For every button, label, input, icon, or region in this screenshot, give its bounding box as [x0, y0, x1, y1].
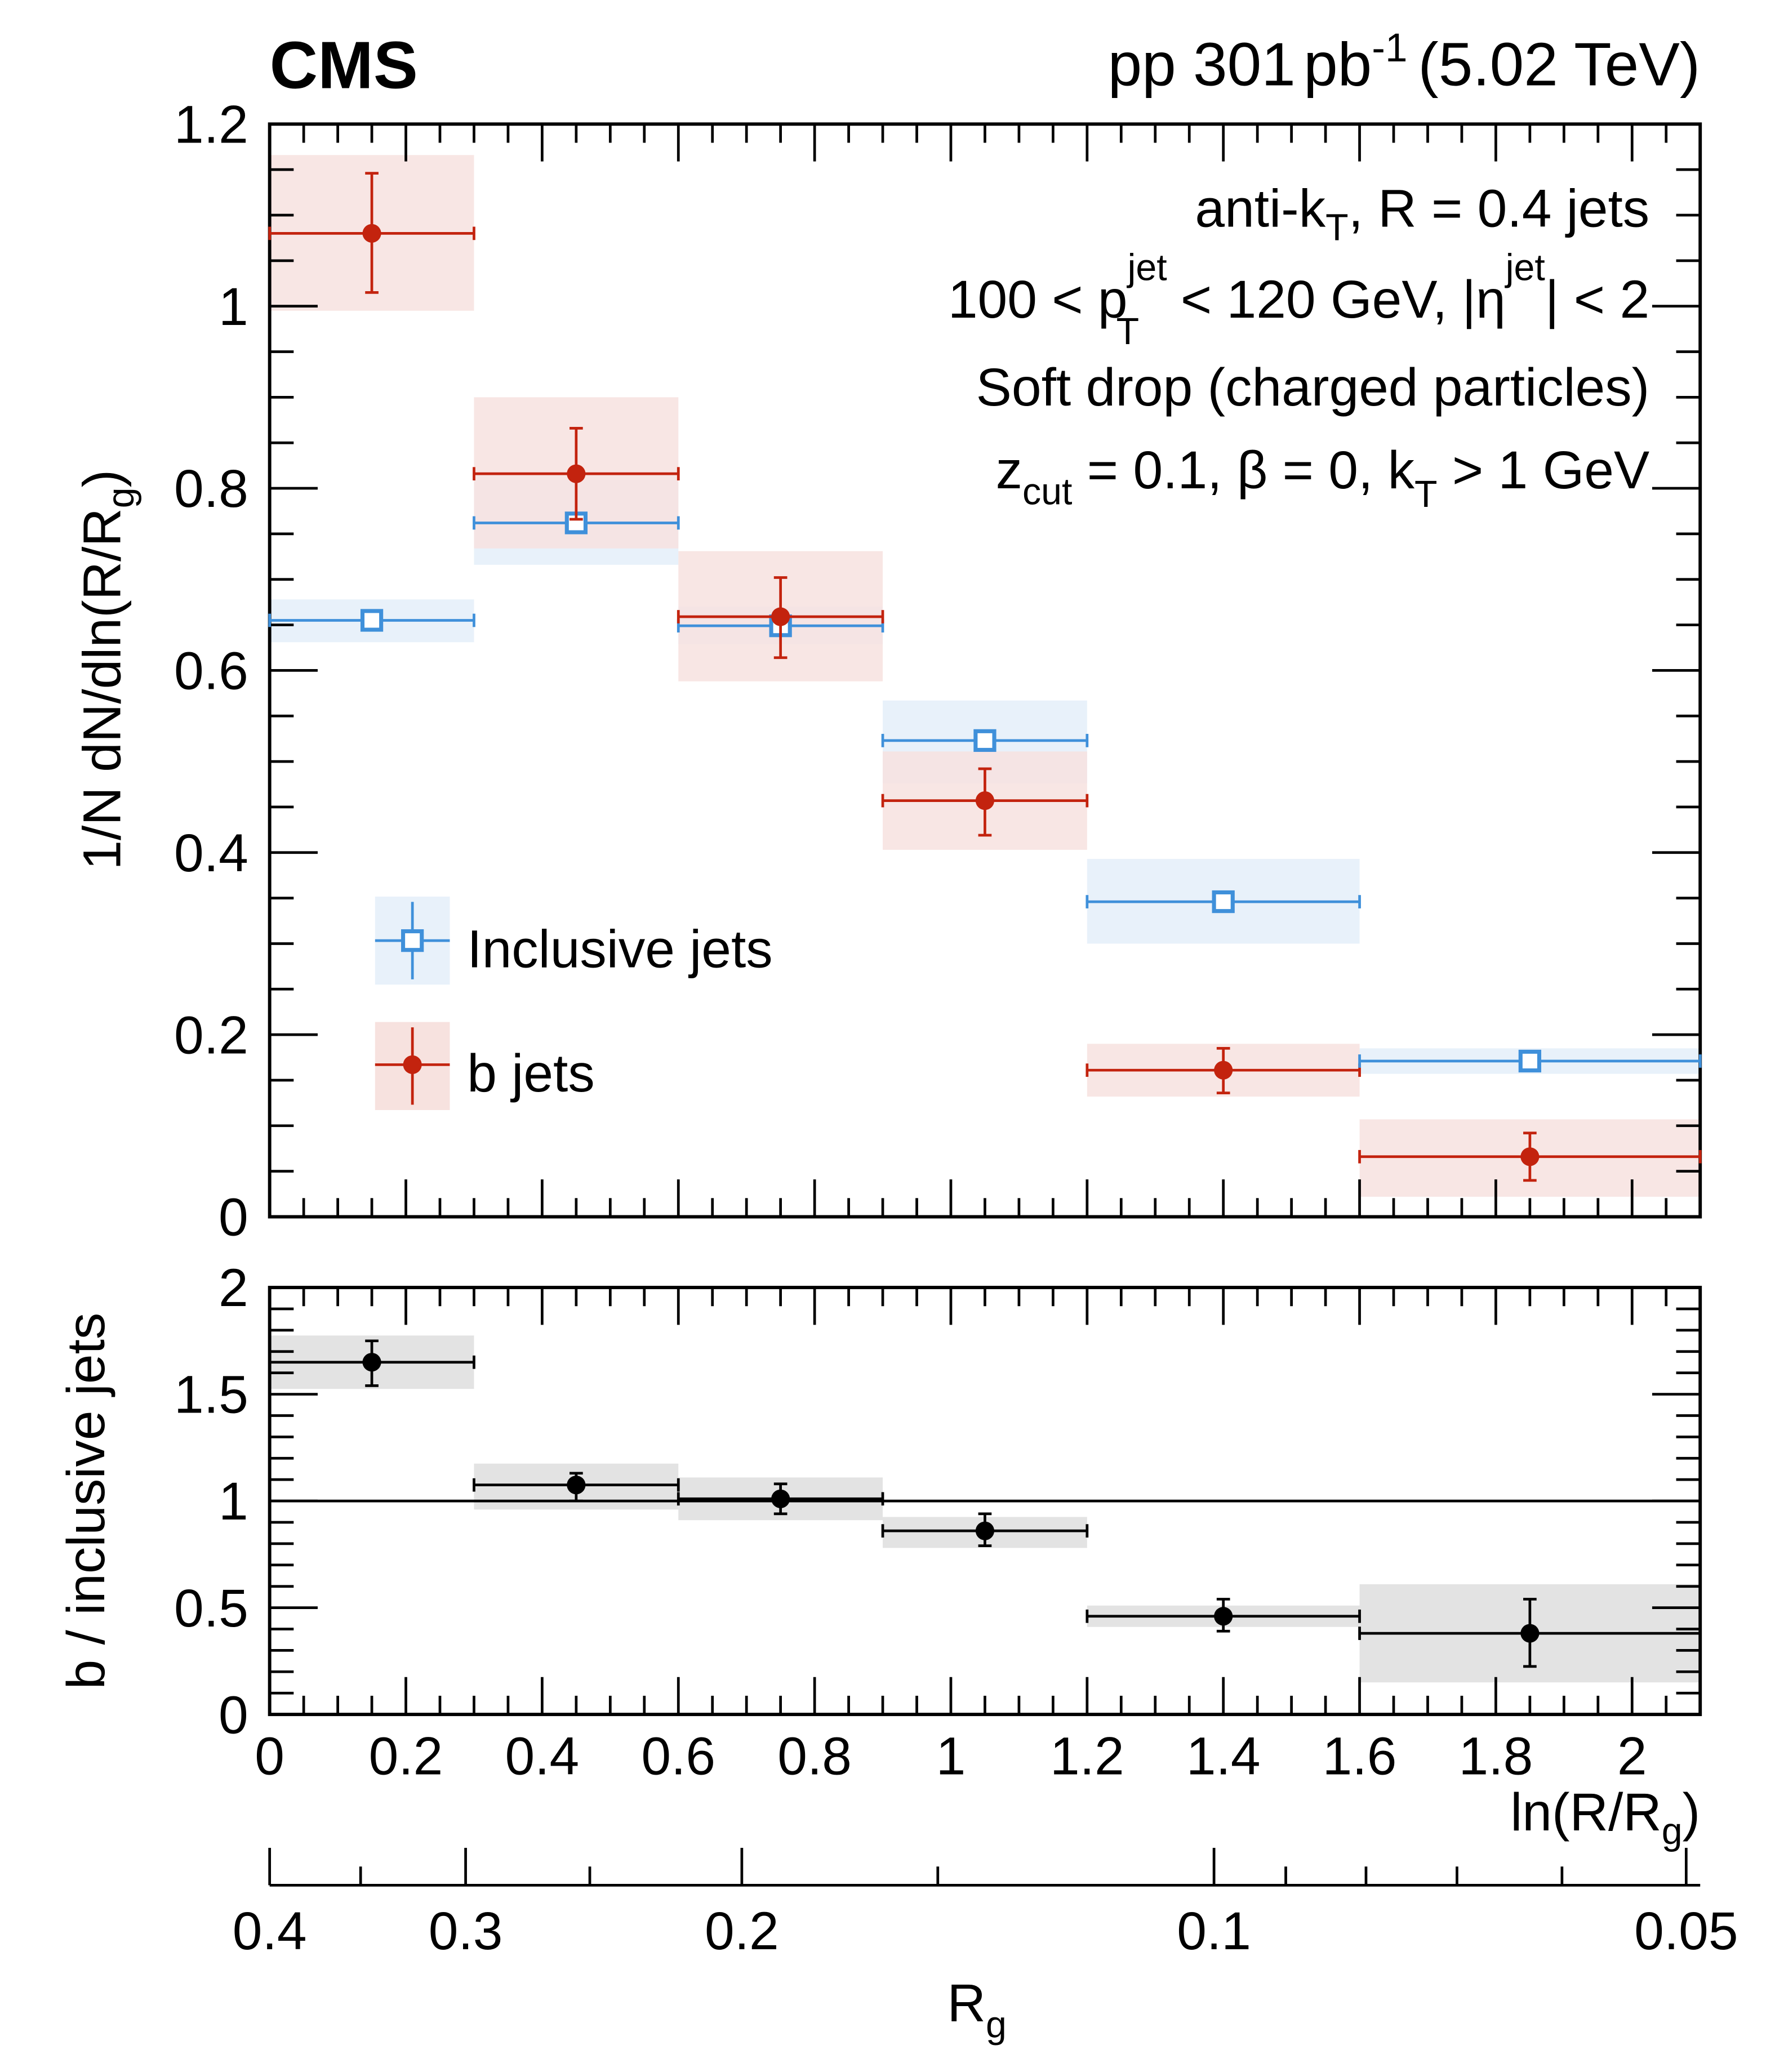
ratio-y-tick-label: 2: [219, 1258, 248, 1318]
ratio-point: [1214, 1607, 1233, 1626]
x-tick-label: 0.6: [641, 1727, 715, 1786]
x-tick-label: 1.6: [1323, 1727, 1397, 1786]
x-tick-label: 0.8: [777, 1727, 852, 1786]
secondary-tick-label: 0.4: [233, 1901, 307, 1961]
legend-bjets-label: b jets: [467, 1044, 594, 1103]
ratio-point: [771, 1489, 790, 1508]
secondary-tick-label: 0.1: [1177, 1901, 1251, 1961]
legend-bjets-marker: [403, 1055, 422, 1075]
x-tick-label: 0.4: [505, 1727, 580, 1786]
top-y-tick-label: 0.8: [174, 459, 248, 519]
ratio-point: [362, 1353, 381, 1372]
annotation-kinematics: 100 < pjet T < 120 GeV, |ηjet| < 2: [948, 247, 1649, 353]
top-y-tick-label: 0: [219, 1188, 248, 1247]
axis-ticks: 0 0.2 0.4 0.6 0.8 1 1.2 1.4 1.6 1.8 2 0 0.2 0.4 0.6 0.8…: [174, 95, 1738, 1961]
data-marks: [268, 172, 1702, 1668]
legend: Inclusive jets b jets: [375, 896, 773, 1110]
ratio-ylabel: b / inclusive jets: [56, 1313, 116, 1690]
ratio-y-tick-label: 0: [219, 1685, 248, 1745]
bjets-point: [362, 224, 381, 243]
inclusive-point: [360, 609, 384, 632]
top-y-tick-label: 0.6: [174, 641, 248, 701]
top-y-tick-label: 0.4: [174, 823, 248, 883]
cms-label: CMS: [270, 28, 418, 103]
bjets-point: [1520, 1147, 1540, 1166]
annotation-softdrop-params: zcut = 0.1, β = 0, kT > 1 GeV: [996, 440, 1650, 515]
inclusive-point: [973, 729, 997, 752]
secondary-tick-label: 0.2: [705, 1901, 779, 1961]
annotation-groomer: Soft drop (charged particles): [976, 358, 1649, 417]
xlabel: ln(R/Rg): [1510, 1783, 1700, 1852]
ratio-y-tick-label: 0.5: [174, 1579, 248, 1638]
ratio-y-tick-label: 1.5: [174, 1365, 248, 1425]
x-tick-label: 2: [1617, 1727, 1647, 1786]
x-tick-label: 1: [936, 1727, 966, 1786]
x-tick-label: 1.4: [1186, 1727, 1261, 1786]
secondary-tick-label: 0.3: [429, 1901, 503, 1961]
top-ylabel: 1/N dN/dln(R/Rg): [72, 470, 142, 870]
annotation-algorithm: anti-kT, R = 0.4 jets: [1195, 179, 1649, 249]
ratio-point: [567, 1476, 586, 1495]
inclusive-point: [1518, 1049, 1542, 1073]
bjets-point: [567, 464, 586, 483]
secondary-xlabel: Rg: [947, 1973, 1007, 2046]
top-y-tick-label: 0.2: [174, 1005, 248, 1065]
bjets-point: [1214, 1060, 1233, 1080]
inclusive-point: [1212, 890, 1235, 914]
bjets-point: [771, 607, 790, 626]
top-y-tick-label: 1: [219, 277, 248, 337]
legend-inclusive-label: Inclusive jets: [467, 919, 772, 979]
x-tick-label: 0: [255, 1727, 284, 1786]
ratio-y-tick-label: 1: [219, 1472, 248, 1531]
bjets-point: [975, 791, 995, 810]
legend-inclusive-marker: [401, 929, 424, 952]
x-tick-label: 1.2: [1050, 1727, 1124, 1786]
lumi-label: pp 301 pb-1 (5.02 TeV): [1108, 26, 1701, 99]
ratio-point: [975, 1521, 995, 1540]
secondary-tick-label: 0.05: [1634, 1901, 1738, 1961]
x-tick-label: 0.2: [369, 1727, 443, 1786]
top-y-tick-label: 1.2: [174, 95, 248, 154]
ratio-point: [1520, 1624, 1540, 1643]
x-tick-label: 1.8: [1459, 1727, 1533, 1786]
